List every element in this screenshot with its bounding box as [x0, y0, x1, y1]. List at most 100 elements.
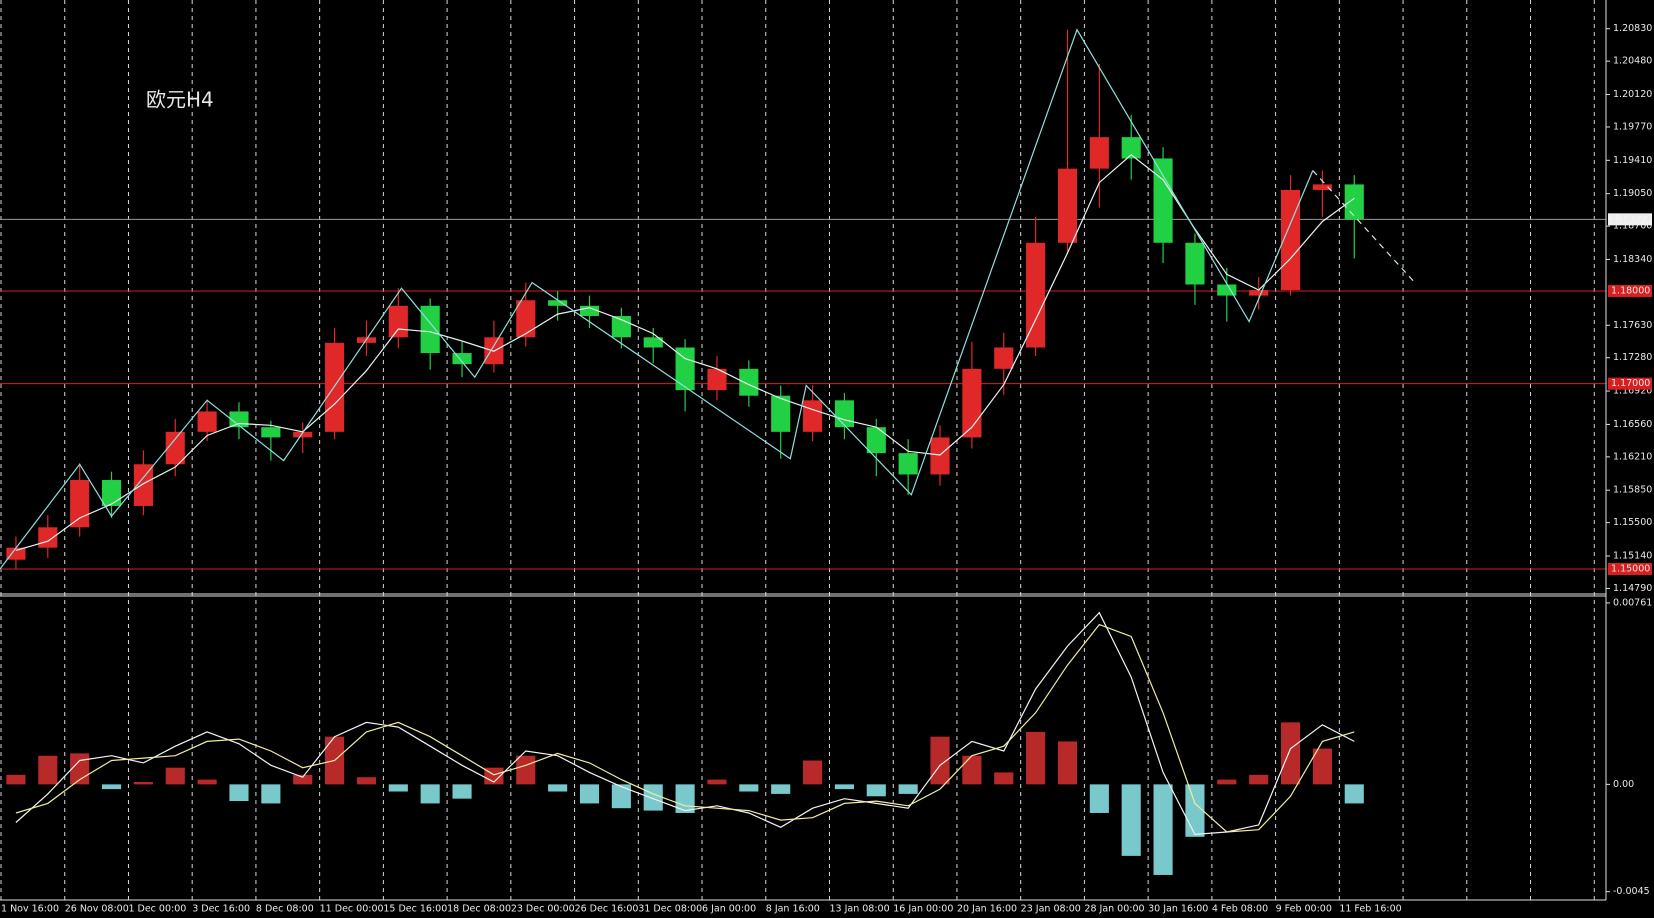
level-label: 1.17000: [1611, 378, 1650, 389]
y-tick-label: 1.16210: [1613, 451, 1652, 462]
candle-body: [293, 431, 313, 438]
candle-body: [325, 342, 345, 432]
candle-body: [1089, 137, 1109, 169]
histogram-bar: [548, 784, 568, 792]
histogram-bar: [101, 784, 122, 790]
histogram-bar: [611, 784, 631, 809]
plot: [0, 28, 1606, 875]
macd-line: [15, 611, 1355, 836]
histogram-bar: [1312, 748, 1332, 785]
x-tick-label: 26 Dec 16:00: [575, 904, 639, 915]
candle-body: [548, 300, 568, 306]
x-tick-label: 8 Dec 08:00: [256, 904, 314, 915]
histogram-bar: [1217, 779, 1237, 785]
histogram-bar: [643, 784, 663, 811]
histogram-bar: [1057, 741, 1078, 785]
y-tick-label: 1.18700: [1613, 221, 1652, 232]
histogram-bar: [1026, 731, 1046, 785]
y-tick-label: 0.00761: [1613, 597, 1652, 608]
candle-body: [197, 411, 217, 432]
candle-body: [803, 400, 823, 432]
x-tick-label: 11 Dec 00:00: [320, 904, 384, 915]
histogram-bar: [1280, 722, 1301, 785]
current-price-label: 1.18773: [1611, 214, 1650, 225]
x-tick-label: 1 Dec 00:00: [128, 904, 186, 915]
macd-line: [15, 623, 1355, 833]
histogram-bar: [1089, 784, 1109, 813]
x-tick-label: 8 Jan 16:00: [766, 904, 820, 915]
histogram-bar: [420, 784, 440, 804]
y-tick-label: 0.00: [1613, 779, 1634, 790]
candle-body: [388, 305, 408, 338]
histogram-bar: [771, 784, 791, 794]
histogram-bar: [1249, 774, 1269, 785]
candle-body: [930, 437, 950, 475]
x-tick-label: 31 Dec 08:00: [638, 904, 702, 915]
histogram-bar: [962, 755, 982, 785]
y-tick-label: 1.17630: [1613, 320, 1652, 331]
x-tick-label: 26 Nov 08:00: [65, 904, 129, 915]
histogram-bar: [165, 767, 185, 785]
histogram-bar: [133, 781, 153, 785]
level-label-bg: [1608, 284, 1652, 297]
candle-body: [675, 347, 695, 391]
candle-body: [898, 453, 918, 475]
histogram-bar: [6, 774, 26, 785]
candle-body: [771, 395, 791, 432]
candle-body: [452, 353, 472, 365]
x-tick-label: 11 Feb 16:00: [1339, 904, 1401, 915]
candle-body: [70, 480, 90, 528]
x-tick-label: 20 Jan 16:00: [957, 904, 1017, 915]
zigzag: [0, 28, 1314, 570]
histogram-bar: [516, 755, 536, 785]
moving-average: [15, 154, 1355, 551]
histogram-bar: [866, 784, 886, 797]
histogram-bar: [707, 779, 727, 785]
candle-body: [1249, 290, 1269, 296]
histogram-bar: [1121, 784, 1141, 856]
y-tick-label: 1.19770: [1613, 121, 1652, 132]
histogram-bar: [579, 784, 600, 804]
histogram-bar: [38, 755, 58, 785]
candle-body: [994, 347, 1014, 369]
histogram-bar: [1153, 784, 1173, 875]
candle-body: [1280, 189, 1301, 291]
candle-body: [1312, 184, 1332, 190]
level-label: 1.18000: [1611, 285, 1650, 296]
x-tick-label: 3 Dec 16:00: [192, 904, 250, 915]
histogram-bar: [452, 784, 472, 799]
x-tick-label: 9 Feb 00:00: [1276, 904, 1332, 915]
histogram-bar: [1185, 784, 1205, 837]
level-label: 1.15000: [1611, 563, 1650, 574]
histogram-bar: [994, 772, 1014, 785]
histogram-bar: [229, 784, 249, 802]
y-tick-label: 1.16560: [1613, 419, 1652, 430]
histogram-bar: [834, 784, 854, 790]
chart-title: 欧元H4: [146, 88, 214, 112]
x-tick-label: 30 Jan 16:00: [1148, 904, 1208, 915]
x-tick-label: 28 Jan 00:00: [1084, 904, 1144, 915]
histogram-bar: [898, 784, 918, 794]
zigzag-projection: [1312, 170, 1416, 284]
x-tick-label: 15 Dec 16:00: [383, 904, 447, 915]
y-tick-label: 1.18340: [1613, 254, 1652, 265]
candle-body: [516, 300, 536, 338]
x-tick-label: 13 Jan 08:00: [829, 904, 889, 915]
y-tick-label: -0.0045: [1613, 886, 1650, 897]
y-tick-label: 1.20480: [1613, 56, 1652, 67]
histogram-bar: [261, 784, 281, 804]
candle-body: [707, 368, 727, 391]
candle-body: [261, 427, 281, 438]
y-tick-label: 1.20120: [1613, 89, 1652, 100]
candle-body: [1121, 137, 1141, 159]
x-tick-label: 18 Dec 08:00: [447, 904, 511, 915]
histogram-bar: [293, 774, 313, 785]
y-tick-label: 1.20830: [1613, 23, 1652, 34]
candle-body: [101, 480, 122, 506]
level-label-bg: [1608, 562, 1652, 575]
candle-body: [1026, 242, 1046, 348]
candle-body: [1185, 242, 1205, 285]
candle-body: [1217, 284, 1237, 296]
